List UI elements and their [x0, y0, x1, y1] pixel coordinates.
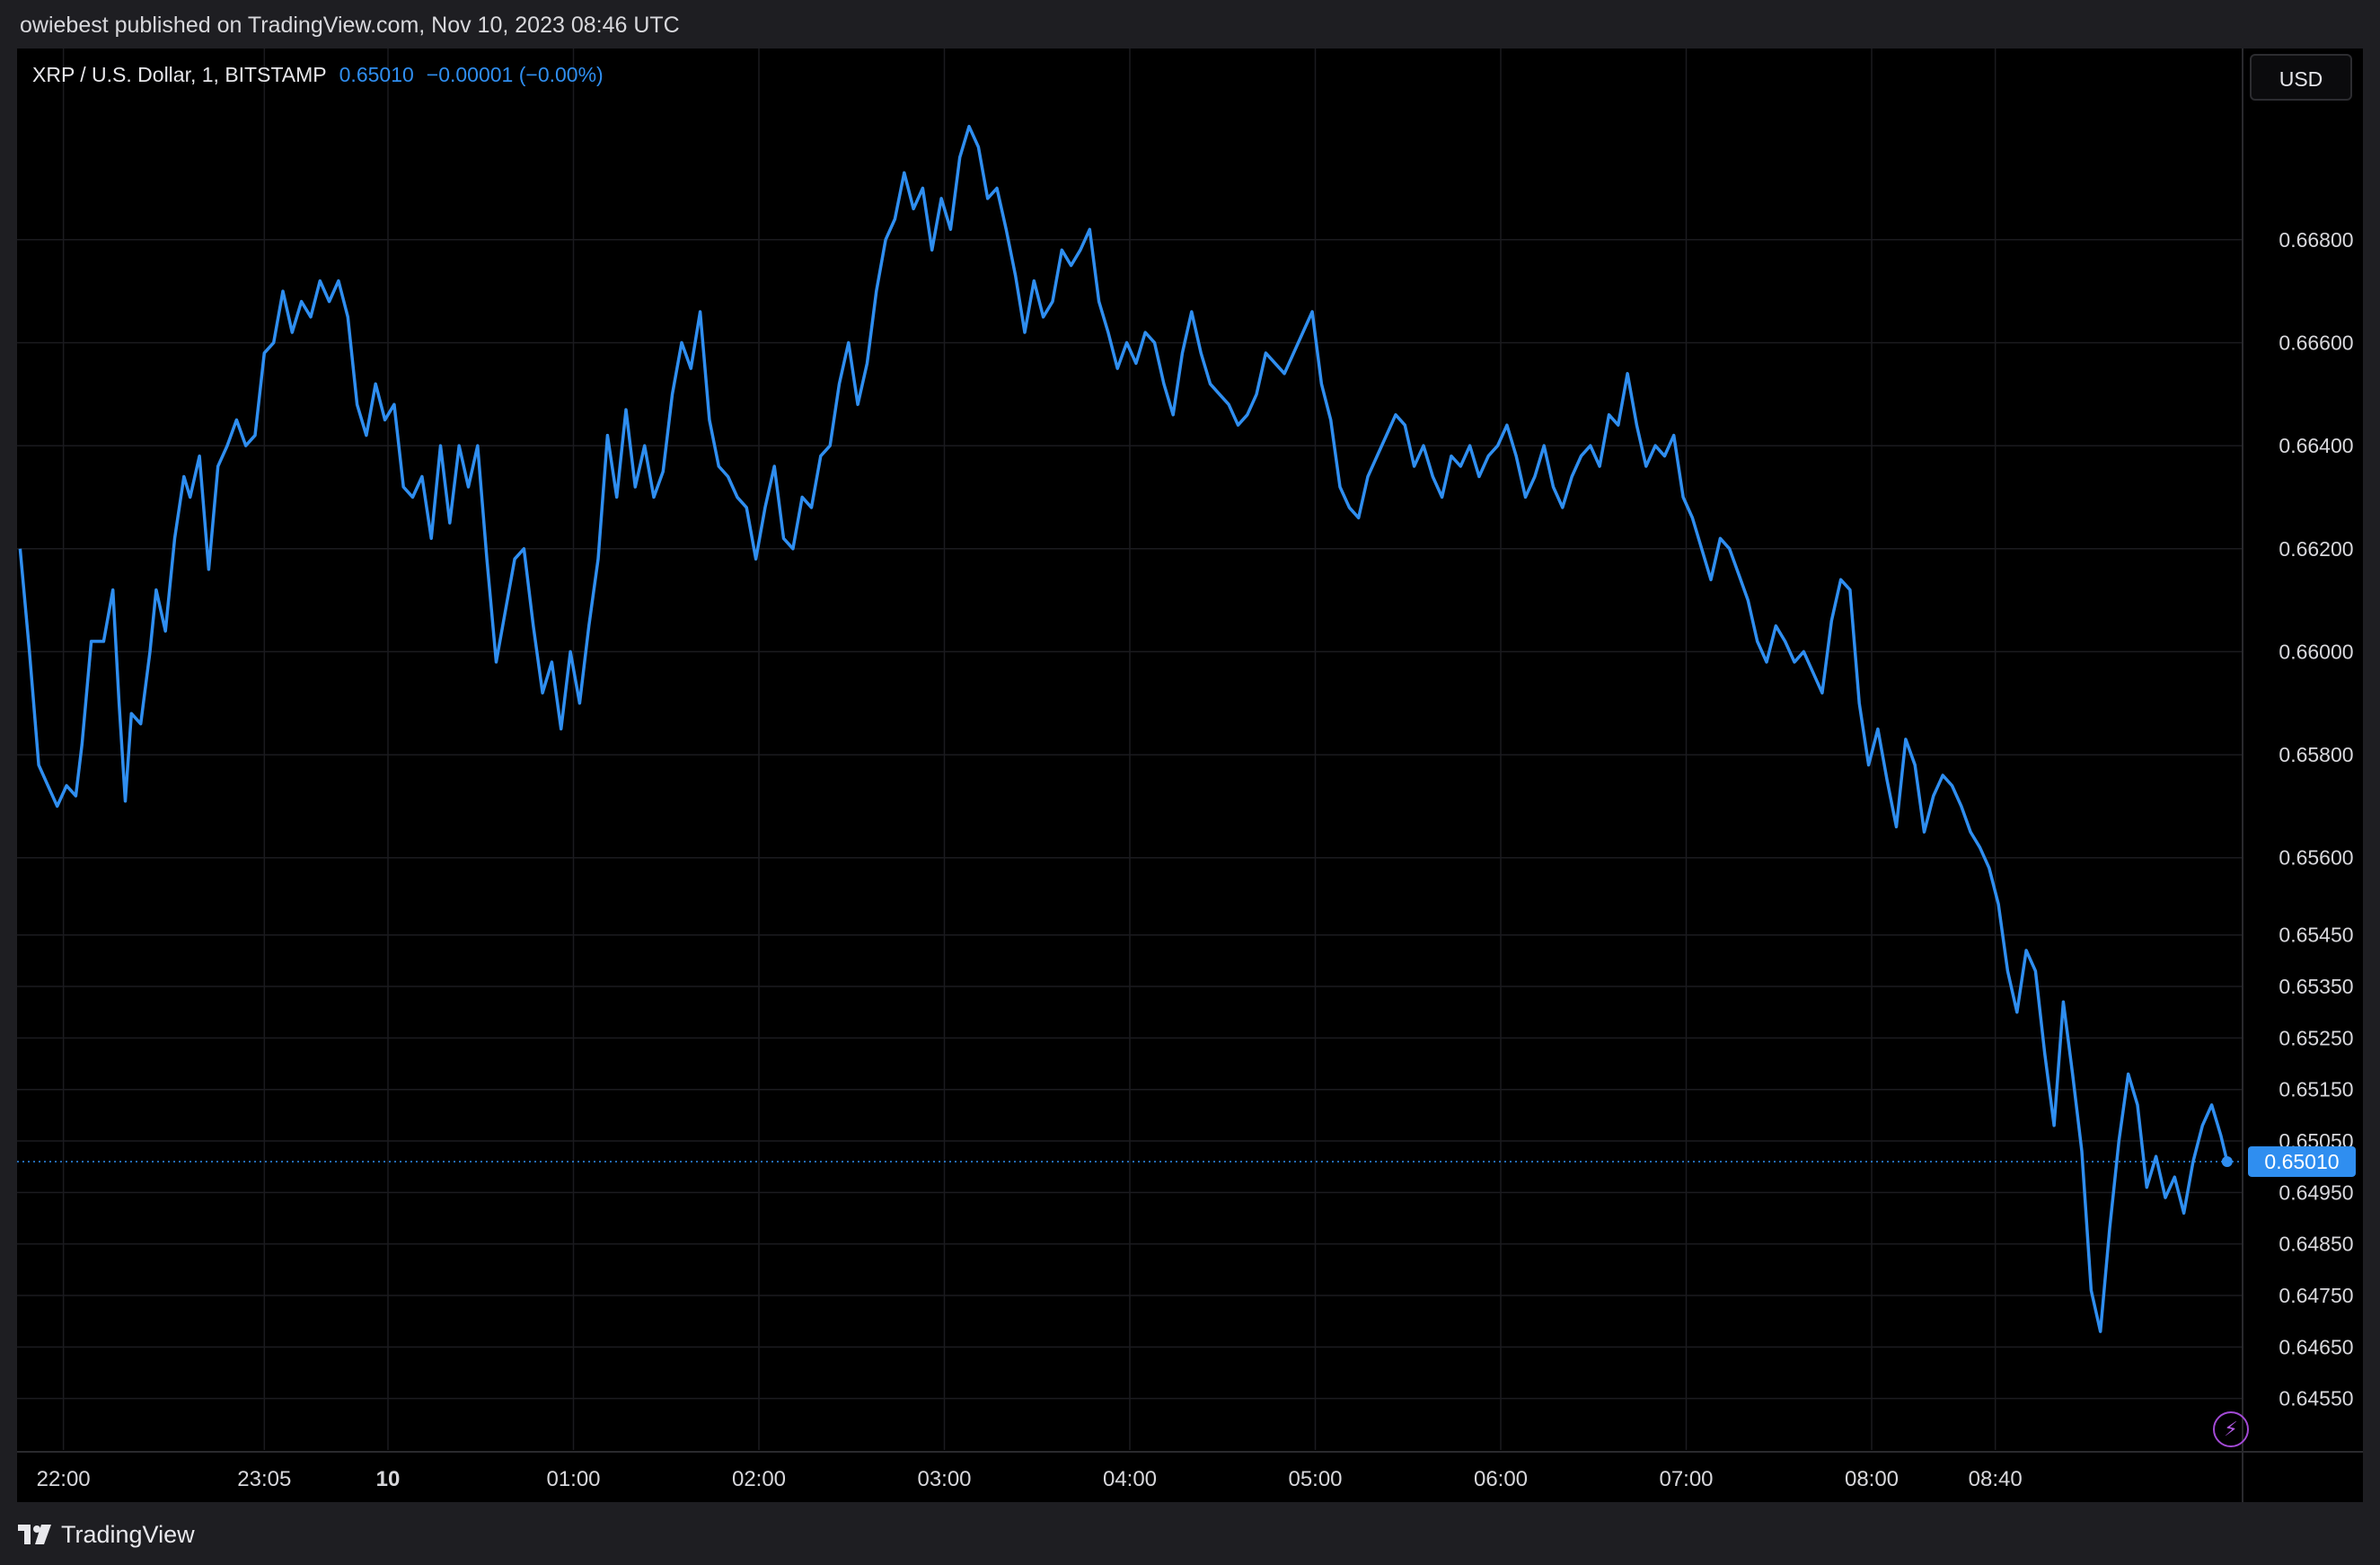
price-axis-label: 0.66600 — [2279, 331, 2353, 354]
last-price-badge-label: 0.65010 — [2264, 1150, 2339, 1173]
price-axis-label: 0.64850 — [2279, 1233, 2353, 1256]
time-axis-label: 08:00 — [1845, 1467, 1899, 1491]
currency-button[interactable]: USD — [2250, 54, 2352, 101]
lightning-icon[interactable]: ⚡ — [2213, 1411, 2249, 1447]
price-axis-label: 0.66000 — [2279, 640, 2353, 663]
time-axis-label: 01:00 — [546, 1467, 600, 1491]
price-axis-label: 0.65150 — [2279, 1078, 2353, 1101]
time-axis-label: 05:00 — [1288, 1467, 1342, 1491]
chart-area[interactable]: 0.66800 0.66600 0.66400 0.66200 0.66000 0.658… — [17, 49, 2363, 1502]
time-axis-label: 23:05 — [237, 1467, 291, 1491]
time-axis-label: 04:00 — [1103, 1467, 1157, 1491]
price-axis-label: 0.64950 — [2279, 1180, 2353, 1204]
price-axis-label: 0.66400 — [2279, 434, 2353, 457]
time-axis-label: 02:00 — [732, 1467, 786, 1491]
time-axis-label: 06:00 — [1474, 1467, 1528, 1491]
current-price: 0.65010 — [339, 63, 414, 86]
last-price-dot — [2221, 1155, 2233, 1167]
price-axis-label: 0.66200 — [2279, 537, 2353, 561]
footer-brand[interactable]: TradingView — [61, 1520, 195, 1548]
price-axis-label: 0.64650 — [2279, 1335, 2353, 1358]
price-axis-label: 0.66800 — [2279, 228, 2353, 252]
time-axis-label: 22:00 — [37, 1467, 91, 1491]
price-axis-label: 0.65600 — [2279, 846, 2353, 870]
price-chart[interactable]: 0.66800 0.66600 0.66400 0.66200 0.66000 0.658… — [17, 49, 2363, 1502]
published-header: owiebest published on TradingView.com, N… — [20, 13, 680, 38]
last-price-badge — [2248, 1145, 2356, 1177]
tradingview-logo-icon — [18, 1525, 51, 1544]
price-axis-label: 0.64750 — [2279, 1284, 2353, 1307]
price-change: −0.00001 (−0.00%) — [426, 63, 604, 86]
price-axis-label: 0.65450 — [2279, 924, 2353, 947]
symbol-legend[interactable]: XRP / U.S. Dollar, 1, BITSTAMP 0.65010 −0.… — [32, 63, 604, 87]
time-axis-label: 07:00 — [1659, 1467, 1713, 1491]
price-axis-label: 0.65250 — [2279, 1026, 2353, 1049]
price-axis-label: 0.65800 — [2279, 743, 2353, 766]
price-axis-label: 0.65350 — [2279, 975, 2353, 998]
time-axis-label: 08:40 — [1969, 1467, 2023, 1491]
symbol-name[interactable]: XRP / U.S. Dollar, 1, BITSTAMP — [32, 63, 327, 86]
time-axis-label: 03:00 — [917, 1467, 971, 1491]
time-axis-label: 10 — [376, 1467, 401, 1491]
footer-branding[interactable]: TradingView — [18, 1520, 195, 1549]
price-axis-label: 0.64550 — [2279, 1387, 2353, 1410]
price-series-line — [18, 124, 2229, 1333]
